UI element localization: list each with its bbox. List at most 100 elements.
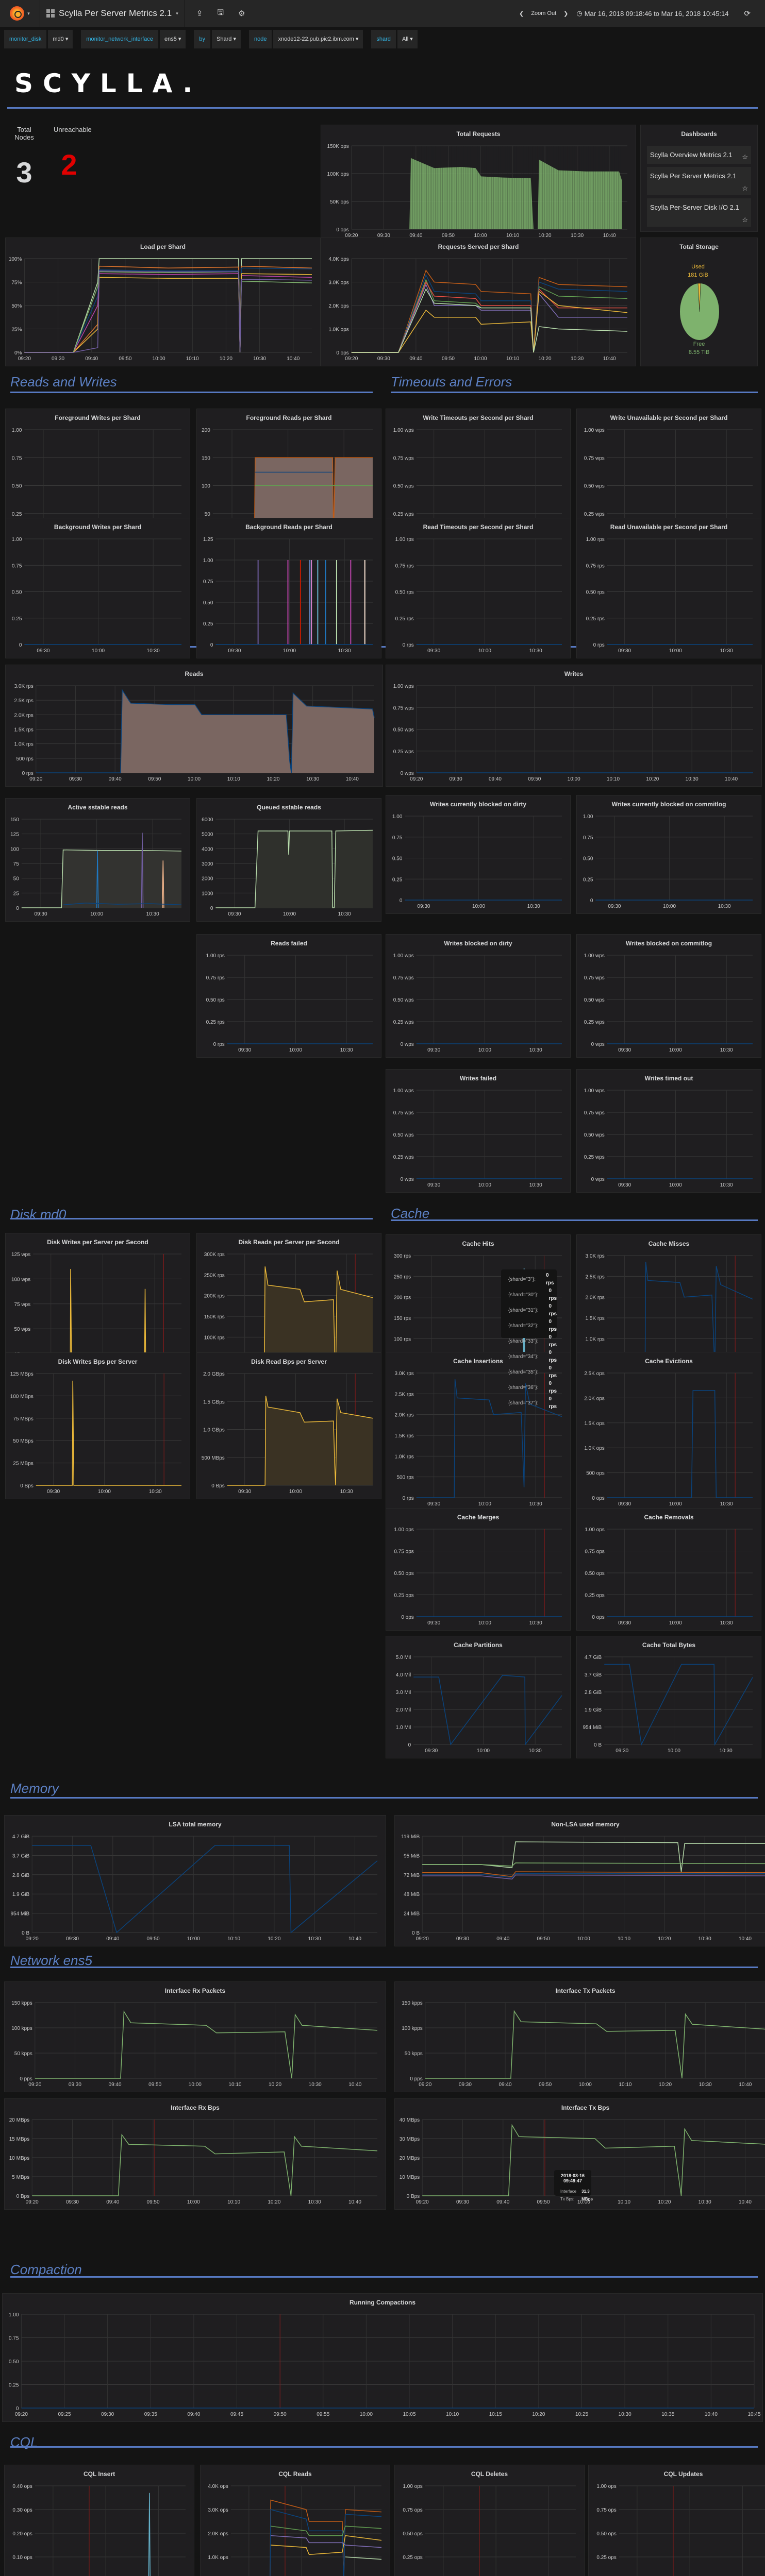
chart-plot-area[interactable]: 0 ops 50K ops 100K ops 150K ops 09:20 09:30 09… [321,125,637,244]
panel-lsa-total[interactable]: LSA total memory 0 B 954 MiB 1.9 GiB 2.8 GiB… [4,1815,386,1946]
var-select-by[interactable]: Shard ▾ [212,30,241,48]
share-icon[interactable]: ⇪ [196,9,203,18]
panel-bg-reads[interactable]: Background Reads per Shard 0 0.25 0.50 0.75 1… [196,518,381,658]
chart-plot-area[interactable]: 0 wps 0.25 wps 0.50 wps 0.75 wps 1.00 wps 09:… [386,665,762,787]
chart-plot-area[interactable]: 0 1.0 Mil 2.0 Mil 3.0 Mil 4.0 Mil 5.0 Mil 09:3… [386,1636,571,1759]
chart-plot-area[interactable]: 0 ops 500 ops 1.0K ops 1.5K ops 2.0K ops 2.5K… [577,1352,762,1512]
dashboard-link[interactable]: Scylla Overview Metrics 2.1 ☆ [647,146,751,164]
save-icon[interactable]: 🖫 [217,8,224,17]
panel-writes-blocked-dirty[interactable]: Writes blocked on dirty 0 wps 0.25 wps 0.50… [386,934,571,1058]
chart-plot-area[interactable]: 0 Bps 5 MBps 10 MBps 15 MBps 20 MBps 09:20 09:… [5,2099,387,2210]
chart-plot-area[interactable]: 0% 25% 50% 75% 100% 09:20 09:30 09:40 09:50 10:00… [6,238,321,367]
chart-plot-area[interactable]: 0 0.25 0.50 0.75 1.00 09:30 10:00 10:30 [6,518,191,659]
section-memory[interactable]: Memory [10,1781,59,1796]
settings-gear-icon[interactable]: ⚙ [238,9,245,18]
section-compaction[interactable]: Compaction [10,2262,82,2277]
panel-bg-writes[interactable]: Background Writes per Shard 0 0.25 0.50 0.75… [5,518,190,658]
chart-plot-area[interactable]: 0 wps 0.25 wps 0.50 wps 0.75 wps 1.00 wps 09:… [577,935,762,1058]
chart-plot-area[interactable]: 0 Bps 25 MBps 50 MBps 75 MBps 100 MBps 125 MB… [6,1353,191,1500]
star-icon[interactable]: ☆ [742,184,748,192]
var-select-shard[interactable]: All ▾ [397,30,418,48]
refresh-icon[interactable]: ⟳ [744,9,751,18]
panel-cache-insertions[interactable]: Cache Insertions 0 rps 500 rps 1.0K rps 1.5K… [386,1352,571,1512]
panel-writes-cur-blocked-dirty[interactable]: Writes currently blocked on dirty 0 0.25 0.… [386,795,571,914]
section-cache[interactable]: Cache [391,1206,430,1221]
chart-plot-area[interactable]: 0 0.25 0.50 0.75 1.00 09:30 10:00 10:30 [386,795,571,914]
var-select-monitor-disk[interactable]: md0 ▾ [48,30,73,48]
star-icon[interactable]: ☆ [742,153,748,161]
panel-load-per-shard[interactable]: Load per Shard 0% 25% 50% 75% 100% 09:20 09:30 0… [5,238,321,366]
panel-cache-evictions[interactable]: Cache Evictions 0 ops 500 ops 1.0K ops 1.5K … [576,1352,761,1512]
panel-replica-reads[interactable]: Reads 0 rps 500 rps 1.0K rps 1.5K rps 2.0K rp… [5,665,383,787]
chart-plot-area[interactable]: 0 wps 0.25 wps 0.50 wps 0.75 wps 1.00 wps 09:… [577,1070,762,1193]
panel-requests-per-shard[interactable]: Requests Served per Shard 0 ops 1.0K ops 2.… [321,238,636,366]
panel-rx-packets[interactable]: Interface Rx Packets 0 pps 50 kpps 100 kpps… [4,1981,386,2092]
panel-queued-sstable[interactable]: Queued sstable reads 0 1000 2000 3000 4000 500… [196,798,381,922]
chart-plot-area[interactable]: 0 rps 0.25 rps 0.50 rps 0.75 rps 1.00 rps 09:… [577,518,762,659]
var-select-network-interface[interactable]: ens5 ▾ [159,30,186,48]
panel-tx-bps[interactable]: Interface Tx Bps 0 Bps 10 MBps 20 MBps 30 MB… [394,2098,765,2210]
chart-plot-area[interactable]: 0 B 954 MiB 1.9 GiB 2.8 GiB 3.7 GiB 4.7 GiB 09… [577,1636,762,1759]
section-reads-writes[interactable]: Reads and Writes [10,374,117,389]
panel-cache-merges[interactable]: Cache Merges 0 ops 0.25 ops 0.50 ops 0.75 op… [386,1508,571,1631]
time-range-picker[interactable]: ◷ Mar 16, 2018 09:18:46 to Mar 16, 2018 … [576,9,728,18]
chart-plot-area[interactable]: 0 0.25 0.50 0.75 1.00 09:20 09:25 09:30 09:35 09:… [3,2294,763,2422]
chart-plot-area[interactable]: 0 wps 0.25 wps 0.50 wps 0.75 wps 1.00 wps 09:… [386,935,571,1058]
section-timeouts-errors[interactable]: Timeouts and Errors [391,374,512,389]
chart-plot-area[interactable]: 0 Bps 10 MBps 20 MBps 30 MBps 40 MBps 09:20 09… [395,2099,765,2210]
section-cql[interactable]: CQL [10,2434,38,2450]
panel-rx-bps[interactable]: Interface Rx Bps 0 Bps 5 MBps 10 MBps 15 MBp… [4,2098,386,2210]
panel-cache-partitions[interactable]: Cache Partitions 0 1.0 Mil 2.0 Mil 3.0 Mil 4.… [386,1636,571,1758]
chart-plot-area[interactable]: 0 B 24 MiB 48 MiB 72 MiB 95 MiB 119 MiB 09:20 0… [395,1816,765,1947]
panel-cache-total-bytes[interactable]: Cache Total Bytes 0 B 954 MiB 1.9 GiB 2.8 Gi… [576,1636,761,1758]
panel-non-lsa[interactable]: Non-LSA used memory 0 B 24 MiB 48 MiB 72 MiB… [394,1815,765,1946]
chart-plot-area[interactable]: 0 0.25 0.50 0.75 1.00 09:30 10:00 10:30 [577,795,762,914]
panel-read-timeouts[interactable]: Read Timeouts per Second per Shard 0 rps 0… [386,518,571,658]
panel-tx-packets[interactable]: Interface Tx Packets 0 pps 50 kpps 100 kpps… [394,1981,765,2092]
panel-disk-read-bps[interactable]: Disk Read Bps per Server 0 Bps 500 MBps 1.0… [196,1352,381,1499]
panel-writes-cur-blocked-commitlog[interactable]: Writes currently blocked on commitlog 0 0.… [576,795,761,914]
panel-writes-timed-out[interactable]: Writes timed out 0 wps 0.25 wps 0.50 wps 0.7… [576,1069,761,1193]
var-select-node[interactable]: xnode12-22.pub.pic2.ibm.com ▾ [273,30,363,48]
chart-plot-area[interactable]: 0 pps 50 kpps 100 kpps 150 kpps 09:20 09:30 09… [395,1982,765,2093]
panel-total-requests[interactable]: Total Requests 0 ops 50K ops 100K ops 150K o… [321,125,636,243]
chart-plot-area[interactable]: 0 rps 500 rps 1.0K rps 1.5K rps 2.0K rps 2.5K… [6,665,384,787]
chart-plot-area[interactable]: 0 Bps 500 MBps 1.0 GBps 1.5 GBps 2.0 GBps 09:… [197,1353,382,1500]
star-icon[interactable]: ☆ [742,216,748,224]
dashboard-link[interactable]: Scylla Per-Server Disk I/O 2.1 ☆ [647,198,751,227]
panel-disk-writes-bps[interactable]: Disk Writes Bps per Server 0 Bps 25 MBps 50… [5,1352,190,1499]
chart-plot-area[interactable]: 0 rps 0.25 rps 0.50 rps 0.75 rps 1.00 rps 09:… [386,518,571,659]
panel-replica-writes[interactable]: Writes 0 wps 0.25 wps 0.50 wps 0.75 wps 1.00 … [386,665,762,787]
chart-plot-area[interactable]: 0 0.25 0.50 0.75 1.00 1.25 09:30 10:00 10:30 [197,518,382,659]
zoom-out-button[interactable]: Zoom Out [531,10,557,16]
chart-plot-area[interactable]: 0 B 954 MiB 1.9 GiB 2.8 GiB 3.7 GiB 4.7 GiB 09… [5,1816,387,1947]
dashboard-picker[interactable]: Scylla Per Server Metrics 2.1 ▾ [40,0,185,27]
chevron-left-icon[interactable]: ❮ [519,10,524,17]
panel-running-compactions[interactable]: Running Compactions 0 0.25 0.50 0.75 1.00 09:2… [2,2293,763,2422]
chart-plot-area[interactable]: 0 rps 0.25 rps 0.50 rps 0.75 rps 1.00 rps 09:… [197,935,382,1058]
chart-plot-area[interactable]: 0 pps 50 kpps 100 kpps 150 kpps 09:20 09:30 09… [5,1982,387,2093]
chart-plot-area[interactable]: 0 25 50 75 100 125 150 09:30 10:00 10:30 [6,799,191,922]
section-network[interactable]: Network ens5 [10,1953,92,1968]
dashboard-link[interactable]: Scylla Per Server Metrics 2.1 ☆ [647,167,751,195]
grafana-menu-button[interactable]: ▾ [0,0,40,27]
chart-plot-area[interactable]: 0 wps 0.25 wps 0.50 wps 0.75 wps 1.00 wps 09:… [386,1070,571,1193]
section-disk[interactable]: Disk md0 [10,1207,66,1222]
panel-writes-failed[interactable]: Writes failed 0 wps 0.25 wps 0.50 wps 0.75 w… [386,1069,571,1193]
panel-active-sstable[interactable]: Active sstable reads 0 25 50 75 100 125 150 09:3… [5,798,190,922]
panel-cache-removals[interactable]: Cache Removals 0 ops 0.25 ops 0.50 ops 0.75 … [576,1508,761,1631]
chart-plot-area[interactable]: 0 rps 500 rps 1.0K rps 1.5K rps 2.0K rps 2.5K… [386,1352,571,1512]
chevron-right-icon[interactable]: ❯ [563,10,569,17]
panel-read-unavail[interactable]: Read Unavailable per Second per Shard 0 r… [576,518,761,658]
